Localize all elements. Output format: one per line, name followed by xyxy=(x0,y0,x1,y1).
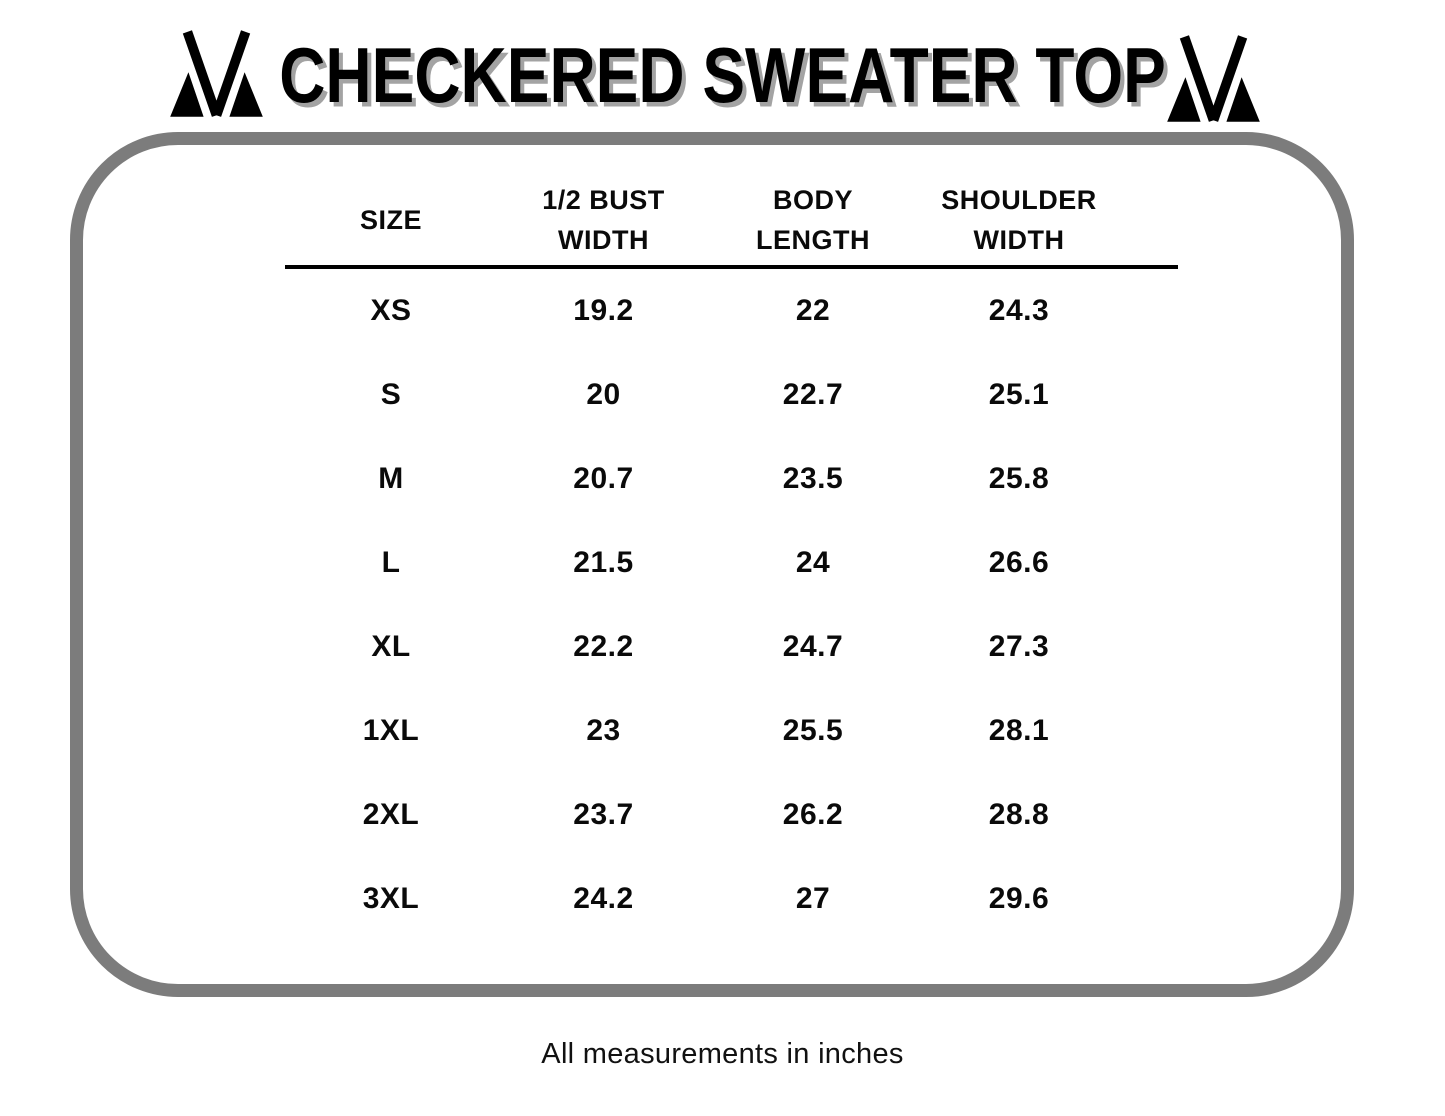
bust-value: 19.2 xyxy=(573,294,634,327)
body-value: 25.5 xyxy=(782,714,844,747)
column-header-shoulder-width: SHOULDER WIDTH xyxy=(941,185,1097,255)
header-divider-line xyxy=(285,265,1178,269)
table-row: L 21.5 24 26.6 xyxy=(285,521,1178,605)
size-label: L xyxy=(381,546,401,579)
shoulder-value: 26.6 xyxy=(988,546,1050,579)
bust-value: 23.7 xyxy=(573,798,634,831)
brand-m-logo-icon xyxy=(1164,33,1263,130)
brand-m-logo-icon xyxy=(167,28,266,125)
body-value: 24.7 xyxy=(782,630,844,663)
table-row: 1XL 23 25.5 28.1 xyxy=(285,689,1178,773)
size-label: 1XL xyxy=(362,714,420,747)
table-row: M 20.7 23.5 25.8 xyxy=(285,437,1178,521)
column-header-size: SIZE xyxy=(359,205,422,235)
size-table: SIZE 1/2 BUST WIDTH BODY LENGTH SHOULDER… xyxy=(285,178,1178,941)
body-value: 23.5 xyxy=(782,462,844,495)
size-label: S xyxy=(380,378,402,411)
table-body: XS 19.2 22 24.3 S 20 22.7 25.1 M 20.7 23… xyxy=(285,269,1178,941)
body-value: 27 xyxy=(795,882,831,915)
measurements-note: All measurements in inches xyxy=(541,1038,904,1070)
shoulder-value: 25.1 xyxy=(988,378,1050,411)
table-header-row: SIZE 1/2 BUST WIDTH BODY LENGTH SHOULDER… xyxy=(285,178,1178,262)
body-value: 22.7 xyxy=(782,378,844,411)
column-header-bust-width: 1/2 BUST WIDTH xyxy=(542,185,665,255)
body-value: 24 xyxy=(795,546,831,579)
body-value: 26.2 xyxy=(782,798,844,831)
size-label: M xyxy=(378,462,404,495)
shoulder-value: 28.8 xyxy=(988,798,1050,831)
table-row: XS 19.2 22 24.3 xyxy=(285,269,1178,353)
body-value: 22 xyxy=(795,294,831,327)
size-label: 2XL xyxy=(362,798,420,831)
page-title: CHECKERED SWEATER TOP xyxy=(279,31,1166,119)
bust-value: 21.5 xyxy=(573,546,634,579)
table-row: 3XL 24.2 27 29.6 xyxy=(285,857,1178,941)
shoulder-value: 24.3 xyxy=(988,294,1050,327)
column-header-body-length: BODY LENGTH xyxy=(756,185,870,255)
size-label: 3XL xyxy=(362,882,420,915)
chart-frame xyxy=(70,132,1354,997)
table-row: 2XL 23.7 26.2 28.8 xyxy=(285,773,1178,857)
bust-value: 22.2 xyxy=(573,630,634,663)
shoulder-value: 25.8 xyxy=(988,462,1050,495)
shoulder-value: 28.1 xyxy=(988,714,1050,747)
bust-value: 23 xyxy=(586,714,621,747)
shoulder-value: 29.6 xyxy=(988,882,1050,915)
table-row: XL 22.2 24.7 27.3 xyxy=(285,605,1178,689)
header: CHECKERED SWEATER TOP xyxy=(0,0,1445,150)
bust-value: 24.2 xyxy=(573,882,634,915)
size-label: XL xyxy=(371,630,411,663)
size-label: XS xyxy=(370,294,412,327)
table-row: S 20 22.7 25.1 xyxy=(285,353,1178,437)
bust-value: 20 xyxy=(586,378,621,411)
bust-value: 20.7 xyxy=(573,462,634,495)
shoulder-value: 27.3 xyxy=(988,630,1050,663)
